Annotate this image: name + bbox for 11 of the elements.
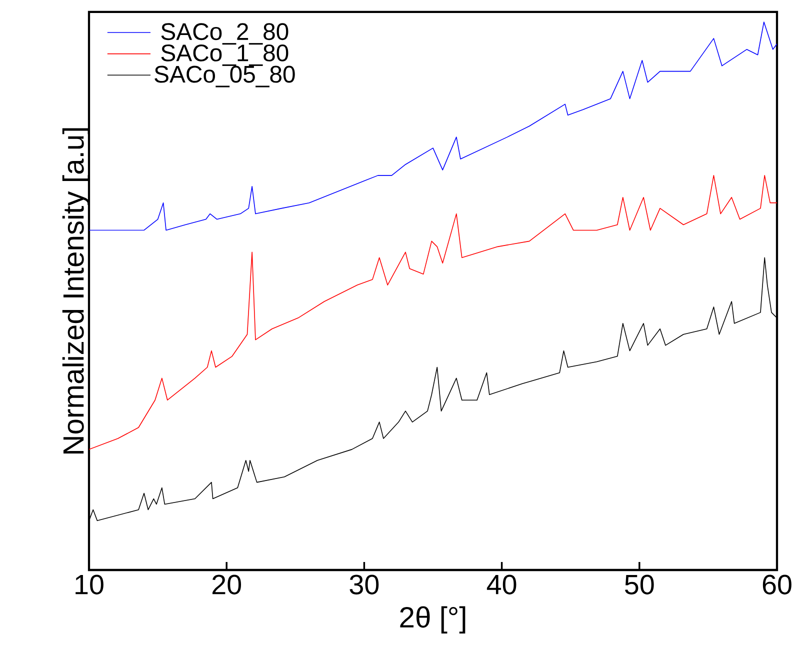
x-axis-title: 2θ [°] — [400, 606, 466, 634]
legend-label: SACo_05_80 — [154, 66, 295, 88]
y-axis-title: Normalized Intensity [a.u] — [62, 128, 90, 454]
x-tick-label: 20 — [212, 574, 242, 594]
x-tick-label: 10 — [76, 574, 104, 594]
legend-label: SACo_1_80 — [161, 44, 288, 66]
legend-label: SACo_2_80 — [161, 23, 288, 45]
x-tick-label: 60 — [762, 574, 792, 594]
x-tick-label: 30 — [350, 574, 379, 594]
x-tick-label: 50 — [625, 574, 654, 594]
x-tick-label: 40 — [486, 574, 516, 594]
